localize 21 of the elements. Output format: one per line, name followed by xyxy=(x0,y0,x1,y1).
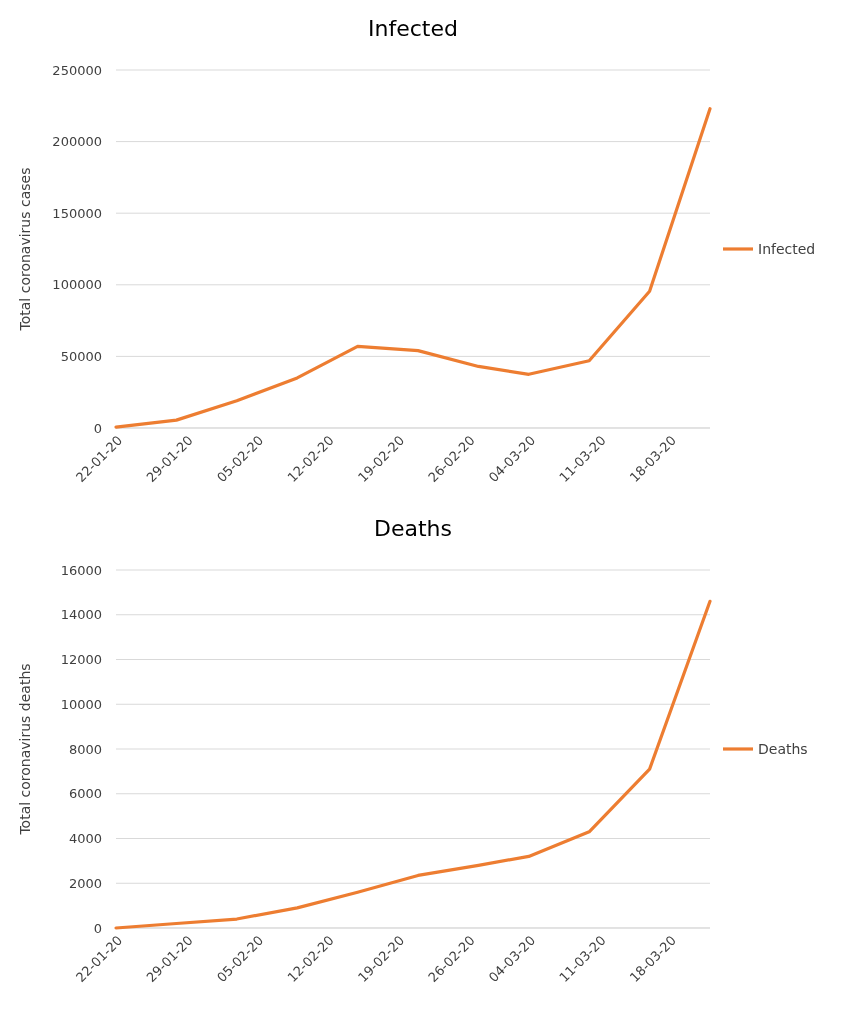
y-tick-label: 0 xyxy=(93,920,102,936)
y-tick-label: 2000 xyxy=(68,875,102,891)
y-tick-label: 14000 xyxy=(60,607,102,623)
y-tick-label: 12000 xyxy=(60,652,102,668)
y-tick-label: 150000 xyxy=(52,205,102,221)
legend-label: Deaths xyxy=(758,740,808,757)
y-axis-title: Total coronavirus deaths xyxy=(17,663,33,836)
y-tick-label: 8000 xyxy=(68,741,102,757)
y-tick-label: 250000 xyxy=(52,62,102,78)
y-tick-label: 10000 xyxy=(60,696,102,712)
y-tick-label: 0 xyxy=(93,420,102,436)
y-tick-label: 16000 xyxy=(60,562,102,578)
y-axis-title: Total coronavirus cases xyxy=(17,167,33,332)
y-tick-label: 4000 xyxy=(68,831,102,847)
legend-label: Infected xyxy=(758,240,816,257)
y-tick-label: 6000 xyxy=(68,786,102,802)
chart-title: Infected xyxy=(368,16,458,41)
chart-title: Deaths xyxy=(374,516,452,541)
y-tick-label: 100000 xyxy=(52,277,102,293)
y-tick-label: 200000 xyxy=(52,134,102,150)
y-tick-label: 50000 xyxy=(60,348,102,364)
